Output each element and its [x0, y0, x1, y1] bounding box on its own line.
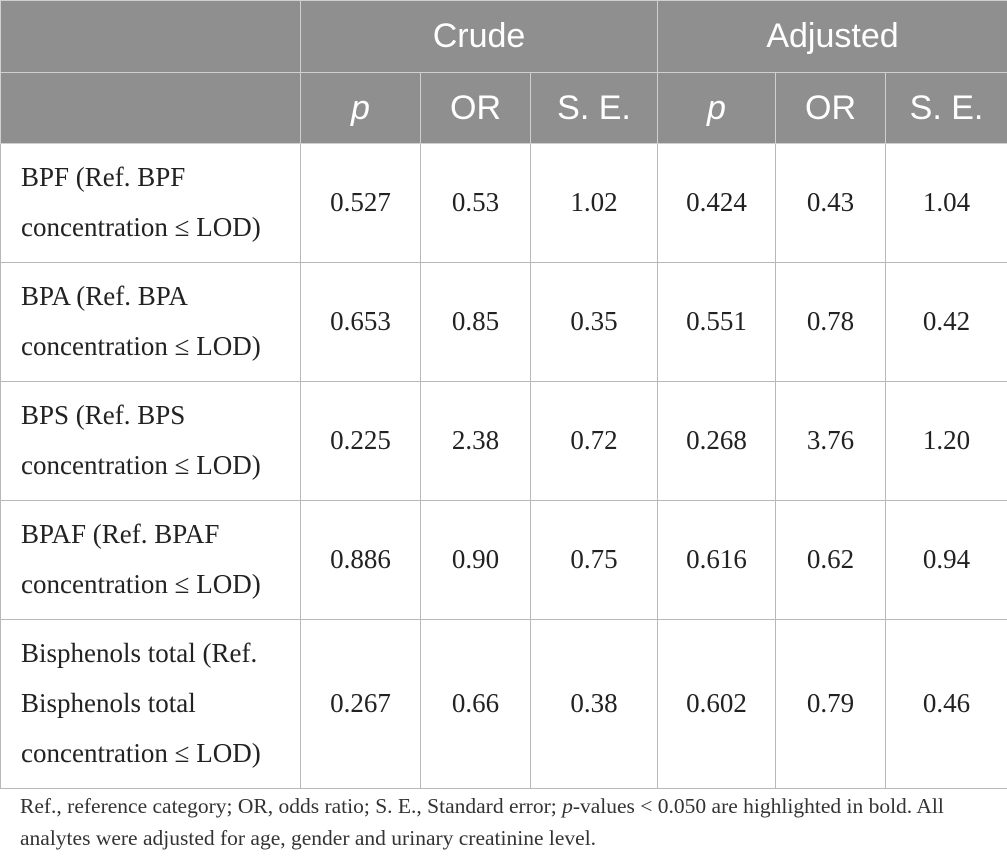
cell-crude-se: 0.75: [530, 500, 658, 620]
table-row: BPA (Ref. BPA concentration ≤ LOD) 0.653…: [0, 262, 1007, 382]
cell-crude-p: 0.886: [300, 500, 421, 620]
group-header-row: Crude Adjusted: [0, 0, 1007, 73]
results-table: Crude Adjusted p OR S. E. p OR S. E. BPF…: [0, 0, 1007, 789]
cell-crude-p: 0.527: [300, 143, 421, 263]
table-row: BPF (Ref. BPF concentration ≤ LOD) 0.527…: [0, 143, 1007, 263]
header-corner-cell-lower: [0, 72, 301, 144]
row-label-bpf: BPF (Ref. BPF concentration ≤ LOD): [0, 143, 301, 263]
footnote-text-part2: -values < 0.050 are highlighted in bold.…: [20, 794, 944, 850]
cell-adjusted-or: 0.62: [775, 500, 886, 620]
row-label-bpa: BPA (Ref. BPA concentration ≤ LOD): [0, 262, 301, 382]
row-label-line: concentration ≤ LOD): [21, 737, 261, 768]
table-row: BPS (Ref. BPS concentration ≤ LOD) 0.225…: [0, 381, 1007, 501]
cell-crude-or: 0.53: [420, 143, 531, 263]
cell-crude-se: 0.35: [530, 262, 658, 382]
cell-adjusted-se: 0.94: [884, 500, 1007, 620]
cell-adjusted-se: 0.46: [884, 619, 1007, 789]
cell-adjusted-se: 1.04: [884, 143, 1007, 263]
cell-crude-or: 0.90: [420, 500, 531, 620]
row-label-line: Bisphenols total (Ref.: [21, 638, 258, 669]
cell-crude-or: 0.85: [420, 262, 531, 382]
cell-crude-or: 2.38: [420, 381, 531, 501]
col-header-adjusted-or: OR: [775, 72, 886, 144]
group-header-crude: Crude: [300, 0, 658, 73]
row-label-line: Bisphenols total: [21, 688, 196, 719]
cell-adjusted-p: 0.616: [657, 500, 776, 620]
cell-adjusted-se: 1.20: [884, 381, 1007, 501]
row-label-line: BPA (Ref. BPA: [21, 281, 188, 312]
row-label-line: BPS (Ref. BPS: [21, 400, 186, 431]
cell-adjusted-or: 3.76: [775, 381, 886, 501]
footnote-text-part1: Ref., reference category; OR, odds ratio…: [20, 794, 563, 818]
footnote-p-italic: p: [562, 794, 573, 818]
cell-adjusted-or: 0.78: [775, 262, 886, 382]
sub-header-row: p OR S. E. p OR S. E.: [0, 72, 1007, 144]
row-label-bps: BPS (Ref. BPS concentration ≤ LOD): [0, 381, 301, 501]
cell-adjusted-p: 0.268: [657, 381, 776, 501]
row-label-line: BPAF (Ref. BPAF: [21, 519, 220, 550]
cell-adjusted-p: 0.424: [657, 143, 776, 263]
row-label-line: concentration ≤ LOD): [21, 212, 261, 242]
table-body: BPF (Ref. BPF concentration ≤ LOD) 0.527…: [0, 143, 1007, 789]
header-corner-cell: [0, 0, 301, 73]
cell-adjusted-se: 0.42: [884, 262, 1007, 382]
col-header-crude-or: OR: [420, 72, 531, 144]
col-header-crude-se: S. E.: [530, 72, 658, 144]
cell-crude-p: 0.267: [300, 619, 421, 789]
row-label-line: BPF (Ref. BPF: [21, 162, 186, 193]
cell-crude-p: 0.653: [300, 262, 421, 382]
cell-crude-se: 0.72: [530, 381, 658, 501]
row-label-bisphenols-total: Bisphenols total (Ref. Bisphenols total …: [0, 619, 301, 789]
table-header: Crude Adjusted p OR S. E. p OR S. E.: [0, 0, 1007, 144]
table-row: BPAF (Ref. BPAF concentration ≤ LOD) 0.8…: [0, 500, 1007, 620]
group-header-adjusted: Adjusted: [656, 0, 1007, 73]
cell-adjusted-or: 0.43: [775, 143, 886, 263]
col-header-adjusted-p: p: [657, 72, 776, 144]
row-label-line: concentration ≤ LOD): [21, 569, 261, 599]
row-label-line: concentration ≤ LOD): [21, 331, 261, 361]
cell-adjusted-p: 0.551: [657, 262, 776, 382]
cell-crude-se: 1.02: [530, 143, 658, 263]
col-header-adjusted-se: S. E.: [884, 72, 1007, 144]
cell-adjusted-or: 0.79: [775, 619, 886, 789]
table-row: Bisphenols total (Ref. Bisphenols total …: [0, 619, 1007, 789]
cell-crude-se: 0.38: [530, 619, 658, 789]
cell-crude-or: 0.66: [420, 619, 531, 789]
cell-crude-p: 0.225: [300, 381, 421, 501]
table-footnote: Ref., reference category; OR, odds ratio…: [20, 790, 1005, 854]
col-header-crude-p: p: [300, 72, 421, 144]
row-label-bpaf: BPAF (Ref. BPAF concentration ≤ LOD): [0, 500, 301, 620]
cell-adjusted-p: 0.602: [657, 619, 776, 789]
row-label-line: concentration ≤ LOD): [21, 450, 261, 480]
